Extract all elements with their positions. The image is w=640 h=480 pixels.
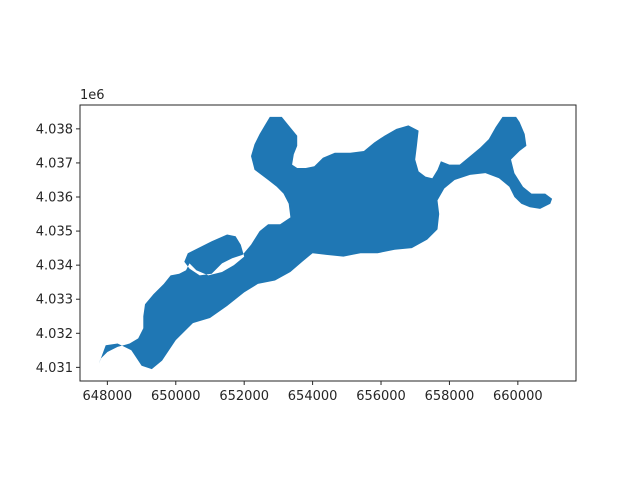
x-tick-label: 660000 [493,389,543,404]
x-tick-label: 652000 [219,389,269,404]
y-tick-label: 4.033 [36,293,73,308]
y-axis-ticks: 4.031 4.032 4.033 4.034 4.035 4.036 4.037 4.038 [36,122,80,376]
water-body-shape [98,116,553,370]
y-axis-offset-label: 1e6 [80,88,105,103]
y-tick-label: 4.038 [36,122,73,137]
x-tick-label: 650000 [151,389,201,404]
y-tick-label: 4.031 [36,361,73,376]
plot-area [98,116,553,370]
x-tick-label: 658000 [425,389,475,404]
y-tick-label: 4.035 [36,225,73,240]
y-tick-label: 4.032 [36,327,73,342]
x-axis-ticks: 648000 650000 652000 654000 656000 658000 6600… [83,381,543,404]
x-tick-label: 654000 [288,389,338,404]
y-tick-label: 4.034 [36,259,73,274]
y-tick-label: 4.037 [36,156,73,171]
axes-frame [79,104,577,382]
x-tick-label: 648000 [83,389,133,404]
y-tick-label: 4.036 [36,191,73,206]
x-tick-label: 656000 [356,389,406,404]
